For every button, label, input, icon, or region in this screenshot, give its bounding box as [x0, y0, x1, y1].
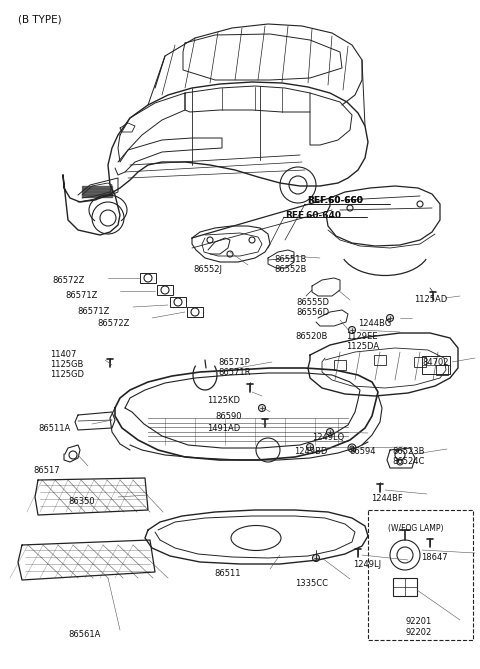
Text: (W/FOG LAMP): (W/FOG LAMP) [388, 524, 444, 533]
Text: 86571R: 86571R [218, 368, 251, 377]
Text: 92202: 92202 [405, 628, 431, 637]
Text: 86520B: 86520B [295, 332, 327, 341]
Bar [374, 355, 386, 365]
Text: 86571Z: 86571Z [77, 307, 109, 316]
Text: 86524C: 86524C [392, 457, 424, 466]
Text: 1125GB: 1125GB [50, 360, 84, 369]
Text: 86594: 86594 [349, 447, 375, 456]
Text: 86556D: 86556D [296, 308, 329, 317]
Text: 92201: 92201 [405, 617, 431, 626]
Text: 1125GD: 1125GD [50, 370, 84, 379]
Text: 86571P: 86571P [218, 358, 250, 367]
Text: 1125AD: 1125AD [414, 295, 447, 304]
Text: 86511A: 86511A [38, 424, 70, 433]
Text: 1249BD: 1249BD [294, 447, 327, 456]
Text: 1249LQ: 1249LQ [312, 433, 344, 442]
Text: REF.60-640: REF.60-640 [285, 211, 341, 220]
Text: 1491AD: 1491AD [207, 424, 240, 433]
Circle shape [348, 326, 356, 334]
Bar [393, 578, 417, 596]
Text: 86590: 86590 [215, 412, 241, 421]
Circle shape [326, 429, 334, 436]
Text: 1125DA: 1125DA [346, 342, 379, 351]
Text: 86572Z: 86572Z [97, 319, 130, 328]
Circle shape [386, 314, 394, 322]
Bar [334, 360, 346, 370]
Bar [414, 357, 426, 367]
Text: 84702: 84702 [422, 358, 448, 367]
Text: 86517: 86517 [33, 466, 60, 475]
Text: 18647: 18647 [421, 553, 448, 562]
Text: 86551B: 86551B [274, 255, 306, 264]
Text: (B TYPE): (B TYPE) [18, 14, 61, 24]
Circle shape [307, 444, 313, 450]
Text: 86350: 86350 [68, 497, 95, 506]
Text: 1125KD: 1125KD [207, 396, 240, 405]
Text: 86552B: 86552B [274, 265, 306, 274]
Circle shape [259, 405, 265, 411]
Text: 1244BG: 1244BG [358, 319, 391, 328]
Text: REF.60-660: REF.60-660 [307, 196, 363, 205]
Text: 86552J: 86552J [193, 265, 222, 274]
Text: 1335CC: 1335CC [295, 579, 328, 588]
Bar [157, 285, 173, 295]
Text: 1249LJ: 1249LJ [353, 560, 381, 569]
Text: 86571Z: 86571Z [65, 291, 97, 300]
Text: 86572Z: 86572Z [52, 276, 84, 285]
Text: 86555D: 86555D [296, 298, 329, 307]
Text: 1129EE: 1129EE [346, 332, 377, 341]
Bar [422, 356, 450, 374]
Circle shape [312, 555, 320, 561]
Bar [170, 297, 186, 307]
Text: 86561A: 86561A [68, 630, 100, 639]
Text: 11407: 11407 [50, 350, 76, 359]
Bar [187, 307, 203, 317]
Text: 86511: 86511 [214, 569, 240, 578]
Bar [368, 510, 473, 640]
Text: REF.60-660: REF.60-660 [307, 196, 363, 205]
Bar [140, 273, 156, 283]
Text: 1244BF: 1244BF [371, 494, 403, 503]
Bar [436, 365, 448, 375]
Text: 86523B: 86523B [392, 447, 424, 456]
